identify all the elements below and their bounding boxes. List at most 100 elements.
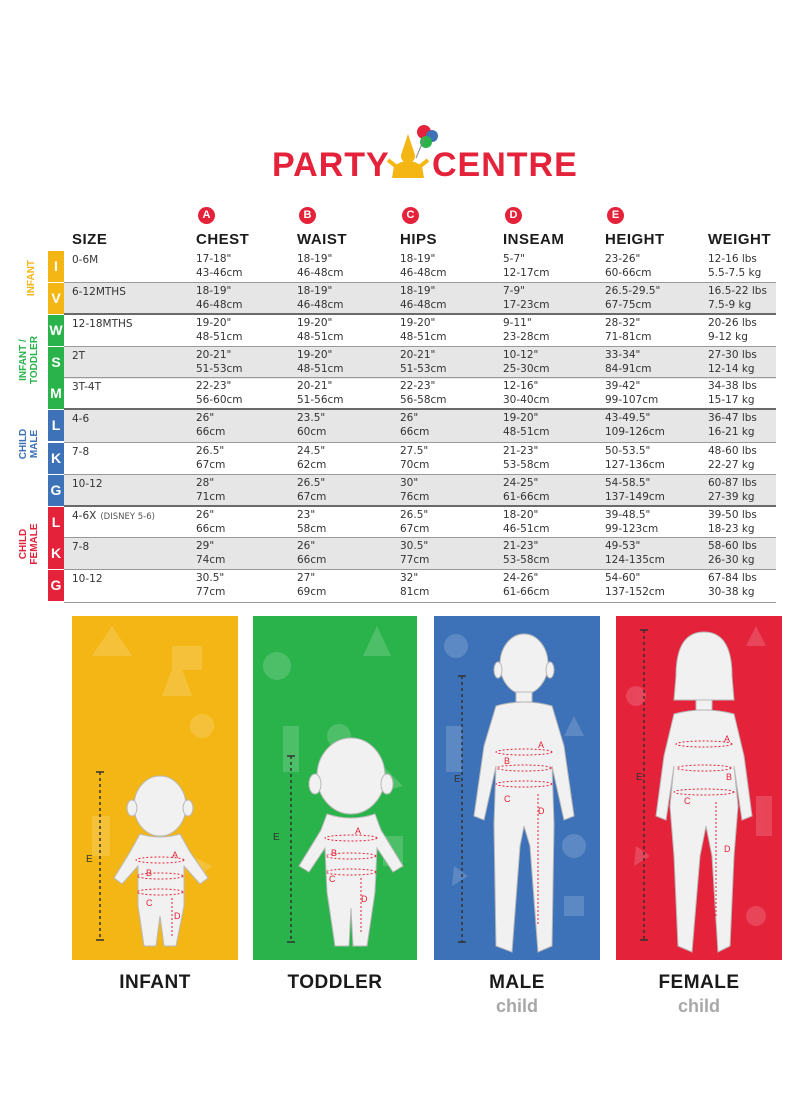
table-row: 3T-4T 22-23" 56-60cm 20-21" 51-56cm 22-23" 56-… — [64, 378, 776, 410]
group-divider — [64, 313, 776, 315]
card-title-toddler: TODDLER — [287, 972, 383, 993]
height-cell: 28-32" 71-81cm — [605, 317, 652, 343]
infant-figure-card: E A B C D — [72, 616, 238, 960]
group-divider — [64, 408, 776, 410]
height-cell: 39-48.5" 99-123cm — [605, 509, 659, 535]
svg-text:B: B — [331, 848, 337, 858]
weight-cell: 34-38 lbs 15-17 kg — [708, 380, 757, 406]
column-label: WEIGHT — [708, 231, 771, 248]
svg-text:E: E — [86, 854, 93, 865]
weight-cell: 60-87 lbs 27-39 kg — [708, 477, 757, 503]
group-divider — [64, 505, 776, 507]
column-header-inseam: D INSEAM — [503, 207, 613, 251]
row-divider — [64, 602, 776, 603]
chest-cell: 30.5" 77cm — [196, 572, 226, 598]
size-note: (DISNEY 5-6) — [100, 512, 155, 522]
weight-cell: 12-16 lbs 5.5-7.5 kg — [708, 253, 762, 279]
svg-text:D: D — [361, 894, 368, 904]
waist-cell: 26.5" 67cm — [297, 477, 327, 503]
brand-word-party: PARTY — [272, 146, 390, 184]
column-label: HIPS — [400, 231, 438, 248]
svg-text:A: A — [538, 740, 544, 750]
badge-b: B — [299, 207, 316, 224]
height-cell: 54-58.5" 137-149cm — [605, 477, 665, 503]
card-subtitle-female: child — [677, 996, 720, 1016]
badge-e: E — [607, 207, 624, 224]
inseam-cell: 21-23" 53-58cm — [503, 445, 550, 471]
size-letter-badge: I — [48, 251, 64, 282]
svg-text:E: E — [273, 832, 280, 843]
size-letter-badge: G — [48, 570, 64, 601]
group-label-infant-toddler: INFANT / TODDLER — [18, 335, 40, 385]
size-cell: 12-18MTHS — [72, 318, 133, 330]
size-letter-badge: S — [48, 347, 64, 378]
size-letter-badge: K — [48, 538, 64, 569]
weight-cell: 36-47 lbs 16-21 kg — [708, 412, 757, 438]
svg-text:C: C — [504, 794, 511, 804]
male-figure-card: E A B C D — [434, 616, 600, 960]
weight-cell: 39-50 lbs 18-23 kg — [708, 509, 757, 535]
weight-cell: 48-60 lbs 22-27 kg — [708, 445, 757, 471]
height-cell: 50-53.5" 127-136cm — [605, 445, 665, 471]
size-cell: 4-6 — [72, 413, 90, 425]
waist-cell: 26" 66cm — [297, 540, 327, 566]
size-cell: 4-6X (DISNEY 5-6) — [72, 510, 155, 522]
inseam-cell: 7-9" 17-23cm — [503, 285, 550, 311]
row-divider — [64, 474, 776, 475]
female-silhouette-icon: E A B C D — [626, 626, 772, 953]
svg-text:D: D — [724, 844, 731, 854]
hips-cell: 27.5" 70cm — [400, 445, 430, 471]
table-row: 7-8 29" 74cm 26" 66cm 30.5" 77cm 21-23" 53-58cm 4… — [64, 538, 776, 570]
svg-text:C: C — [146, 898, 153, 908]
size-letter-badge: V — [48, 283, 64, 314]
size-cell: 10-12 — [72, 478, 103, 490]
hips-cell: 26.5" 67cm — [400, 509, 430, 535]
column-label: SIZE — [72, 231, 108, 248]
badge-a: A — [198, 207, 215, 224]
brand-word-centre: CENTRE — [432, 146, 578, 184]
svg-text:D: D — [538, 806, 545, 816]
table-row: 7-8 26.5" 67cm 24.5" 62cm 27.5" 70cm 21-23" 53-5… — [64, 443, 776, 475]
size-cell: 3T-4T — [72, 381, 102, 393]
chest-cell: 17-18" 43-46cm — [196, 253, 243, 279]
svg-text:E: E — [636, 772, 643, 783]
svg-text:C: C — [329, 874, 336, 884]
row-divider — [64, 537, 776, 538]
column-header-height: E HEIGHT — [605, 207, 715, 251]
height-cell: 54-60" 137-152cm — [605, 572, 665, 598]
chest-cell: 26" 66cm — [196, 509, 226, 535]
svg-text:C: C — [684, 796, 691, 806]
waist-cell: 24.5" 62cm — [297, 445, 327, 471]
toddler-figure-card: E A B C D — [253, 616, 417, 960]
column-header-hips: C HIPS — [400, 207, 510, 251]
height-cell: 23-26" 60-66cm — [605, 253, 652, 279]
waist-cell: 19-20" 48-51cm — [297, 317, 344, 343]
svg-text:A: A — [355, 826, 361, 836]
weight-cell: 58-60 lbs 26-30 kg — [708, 540, 757, 566]
female-figure-card: E A B C D — [616, 616, 782, 960]
size-cell: 7-8 — [72, 446, 90, 458]
weight-cell: 16.5-22 lbs 7.5-9 kg — [708, 285, 767, 311]
row-divider — [64, 377, 776, 378]
group-label-child-female: CHILD FEMALE — [18, 523, 40, 565]
male-silhouette-icon: E A B C D — [444, 633, 586, 953]
waist-cell: 20-21" 51-56cm — [297, 380, 344, 406]
hips-cell: 19-20" 48-51cm — [400, 317, 447, 343]
infant-silhouette-icon: E A B C D — [86, 626, 214, 947]
chest-cell: 22-23" 56-60cm — [196, 380, 243, 406]
inseam-cell: 24-25" 61-66cm — [503, 477, 550, 503]
column-header-chest: A CHEST — [196, 207, 306, 251]
toddler-silhouette-icon: E A B C D — [263, 626, 404, 947]
weight-cell: 20-26 lbs 9-12 kg — [708, 317, 757, 343]
inseam-cell: 21-23" 53-58cm — [503, 540, 550, 566]
size-cell: 10-12 — [72, 573, 103, 585]
card-title-male: MALE — [489, 972, 545, 993]
card-title-female: FEMALE — [658, 972, 740, 993]
hips-cell: 18-19" 46-48cm — [400, 253, 447, 279]
svg-text:E: E — [454, 774, 461, 785]
table-row: 0-6M 17-18" 43-46cm 18-19" 46-48cm 18-19" 46-4… — [64, 251, 776, 283]
svg-text:A: A — [724, 734, 730, 744]
waist-cell: 19-20" 48-51cm — [297, 349, 344, 375]
svg-text:B: B — [146, 868, 152, 878]
row-divider — [64, 569, 776, 570]
